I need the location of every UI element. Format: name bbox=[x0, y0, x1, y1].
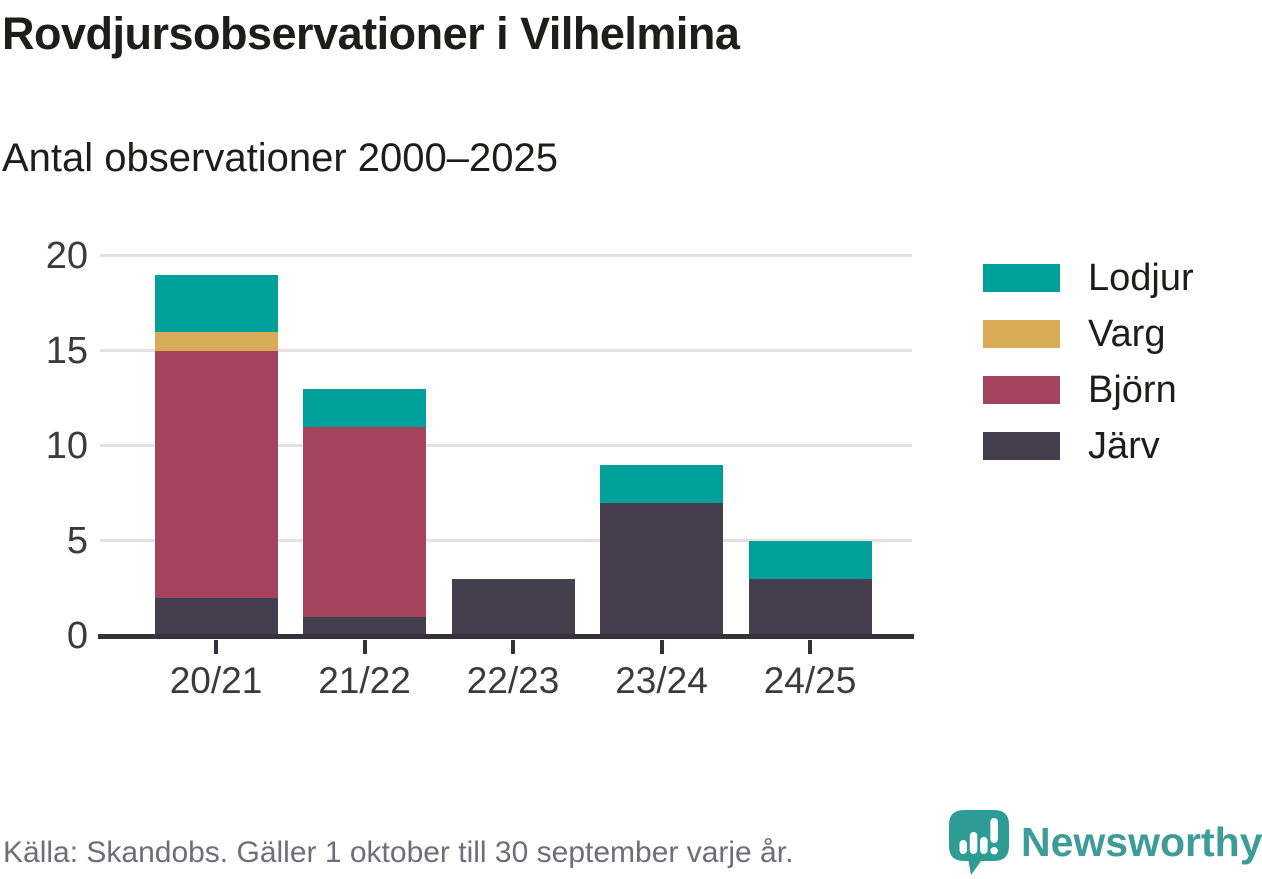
bar-segment-21-22-björn bbox=[303, 427, 426, 617]
x-axis-tick-22-23 bbox=[511, 640, 515, 654]
bar-segment-21-22-lodjur bbox=[303, 389, 426, 427]
chart-subtitle: Antal observationer 2000–2025 bbox=[2, 136, 558, 180]
x-axis-tick-21-22 bbox=[362, 640, 367, 654]
legend-swatch-varg bbox=[983, 320, 1060, 348]
legend-swatch-järv bbox=[983, 432, 1060, 460]
bar-segment-22-23-järv bbox=[451, 579, 575, 636]
x-axis-tick-20-21 bbox=[214, 640, 218, 654]
y-axis-label-20: 20 bbox=[45, 235, 88, 277]
y-axis-label-0: 0 bbox=[66, 615, 88, 657]
legend-label-varg: Varg bbox=[1088, 313, 1166, 355]
gridline-y15 bbox=[100, 349, 912, 352]
x-axis-label-23-24: 23/24 bbox=[615, 660, 708, 701]
legend-row-björn: Björn bbox=[983, 371, 1194, 409]
legend-label-järv: Järv bbox=[1088, 425, 1160, 467]
bar-segment-23-24-lodjur bbox=[600, 465, 723, 503]
brand-logo: Newsworthy bbox=[948, 809, 1262, 876]
bar-segment-20-21-björn bbox=[154, 351, 278, 598]
x-axis-tick-24-25 bbox=[808, 640, 812, 654]
x-axis-tick-23-24 bbox=[659, 640, 664, 654]
bar-segment-20-21-järv bbox=[154, 598, 278, 636]
legend-label-björn: Björn bbox=[1088, 369, 1177, 411]
x-axis-label-20-21: 20/21 bbox=[169, 660, 263, 701]
bar-segment-24-25-lodjur bbox=[748, 541, 872, 579]
chart-title: Rovdjursobservationer i Vilhelmina bbox=[2, 8, 740, 59]
bar-segment-24-25-järv bbox=[748, 579, 872, 636]
y-axis-label-10: 10 bbox=[45, 425, 88, 467]
gridline-y10 bbox=[100, 444, 912, 447]
x-axis-line bbox=[98, 634, 914, 639]
x-axis-label-22-23: 22/23 bbox=[466, 660, 560, 701]
gridline-y5 bbox=[100, 539, 912, 542]
bar-segment-20-21-varg bbox=[154, 332, 278, 351]
bar-segment-23-24-järv bbox=[600, 503, 723, 636]
legend-swatch-lodjur bbox=[983, 264, 1060, 292]
legend-row-lodjur: Lodjur bbox=[983, 259, 1194, 297]
gridline-y20 bbox=[100, 254, 912, 257]
legend-row-varg: Varg bbox=[983, 315, 1194, 353]
y-axis-label-15: 15 bbox=[45, 330, 88, 372]
brand-wordmark: Newsworthy bbox=[1021, 819, 1262, 865]
x-axis-label-24-25: 24/25 bbox=[763, 660, 857, 701]
legend-label-lodjur: Lodjur bbox=[1088, 257, 1194, 299]
bar-segment-20-21-lodjur bbox=[154, 275, 278, 332]
source-note: Källa: Skandobs. Gäller 1 oktober till 3… bbox=[3, 836, 794, 869]
x-axis-label-21-22: 21/22 bbox=[318, 660, 411, 701]
y-axis-label-5: 5 bbox=[66, 520, 88, 562]
newsworthy-logo-icon bbox=[949, 810, 1009, 875]
legend: Lodjur Varg Björn Järv bbox=[983, 259, 1194, 488]
bar-segment-21-22-järv bbox=[303, 617, 426, 636]
legend-swatch-björn bbox=[983, 376, 1060, 404]
legend-row-järv: Järv bbox=[983, 427, 1194, 465]
